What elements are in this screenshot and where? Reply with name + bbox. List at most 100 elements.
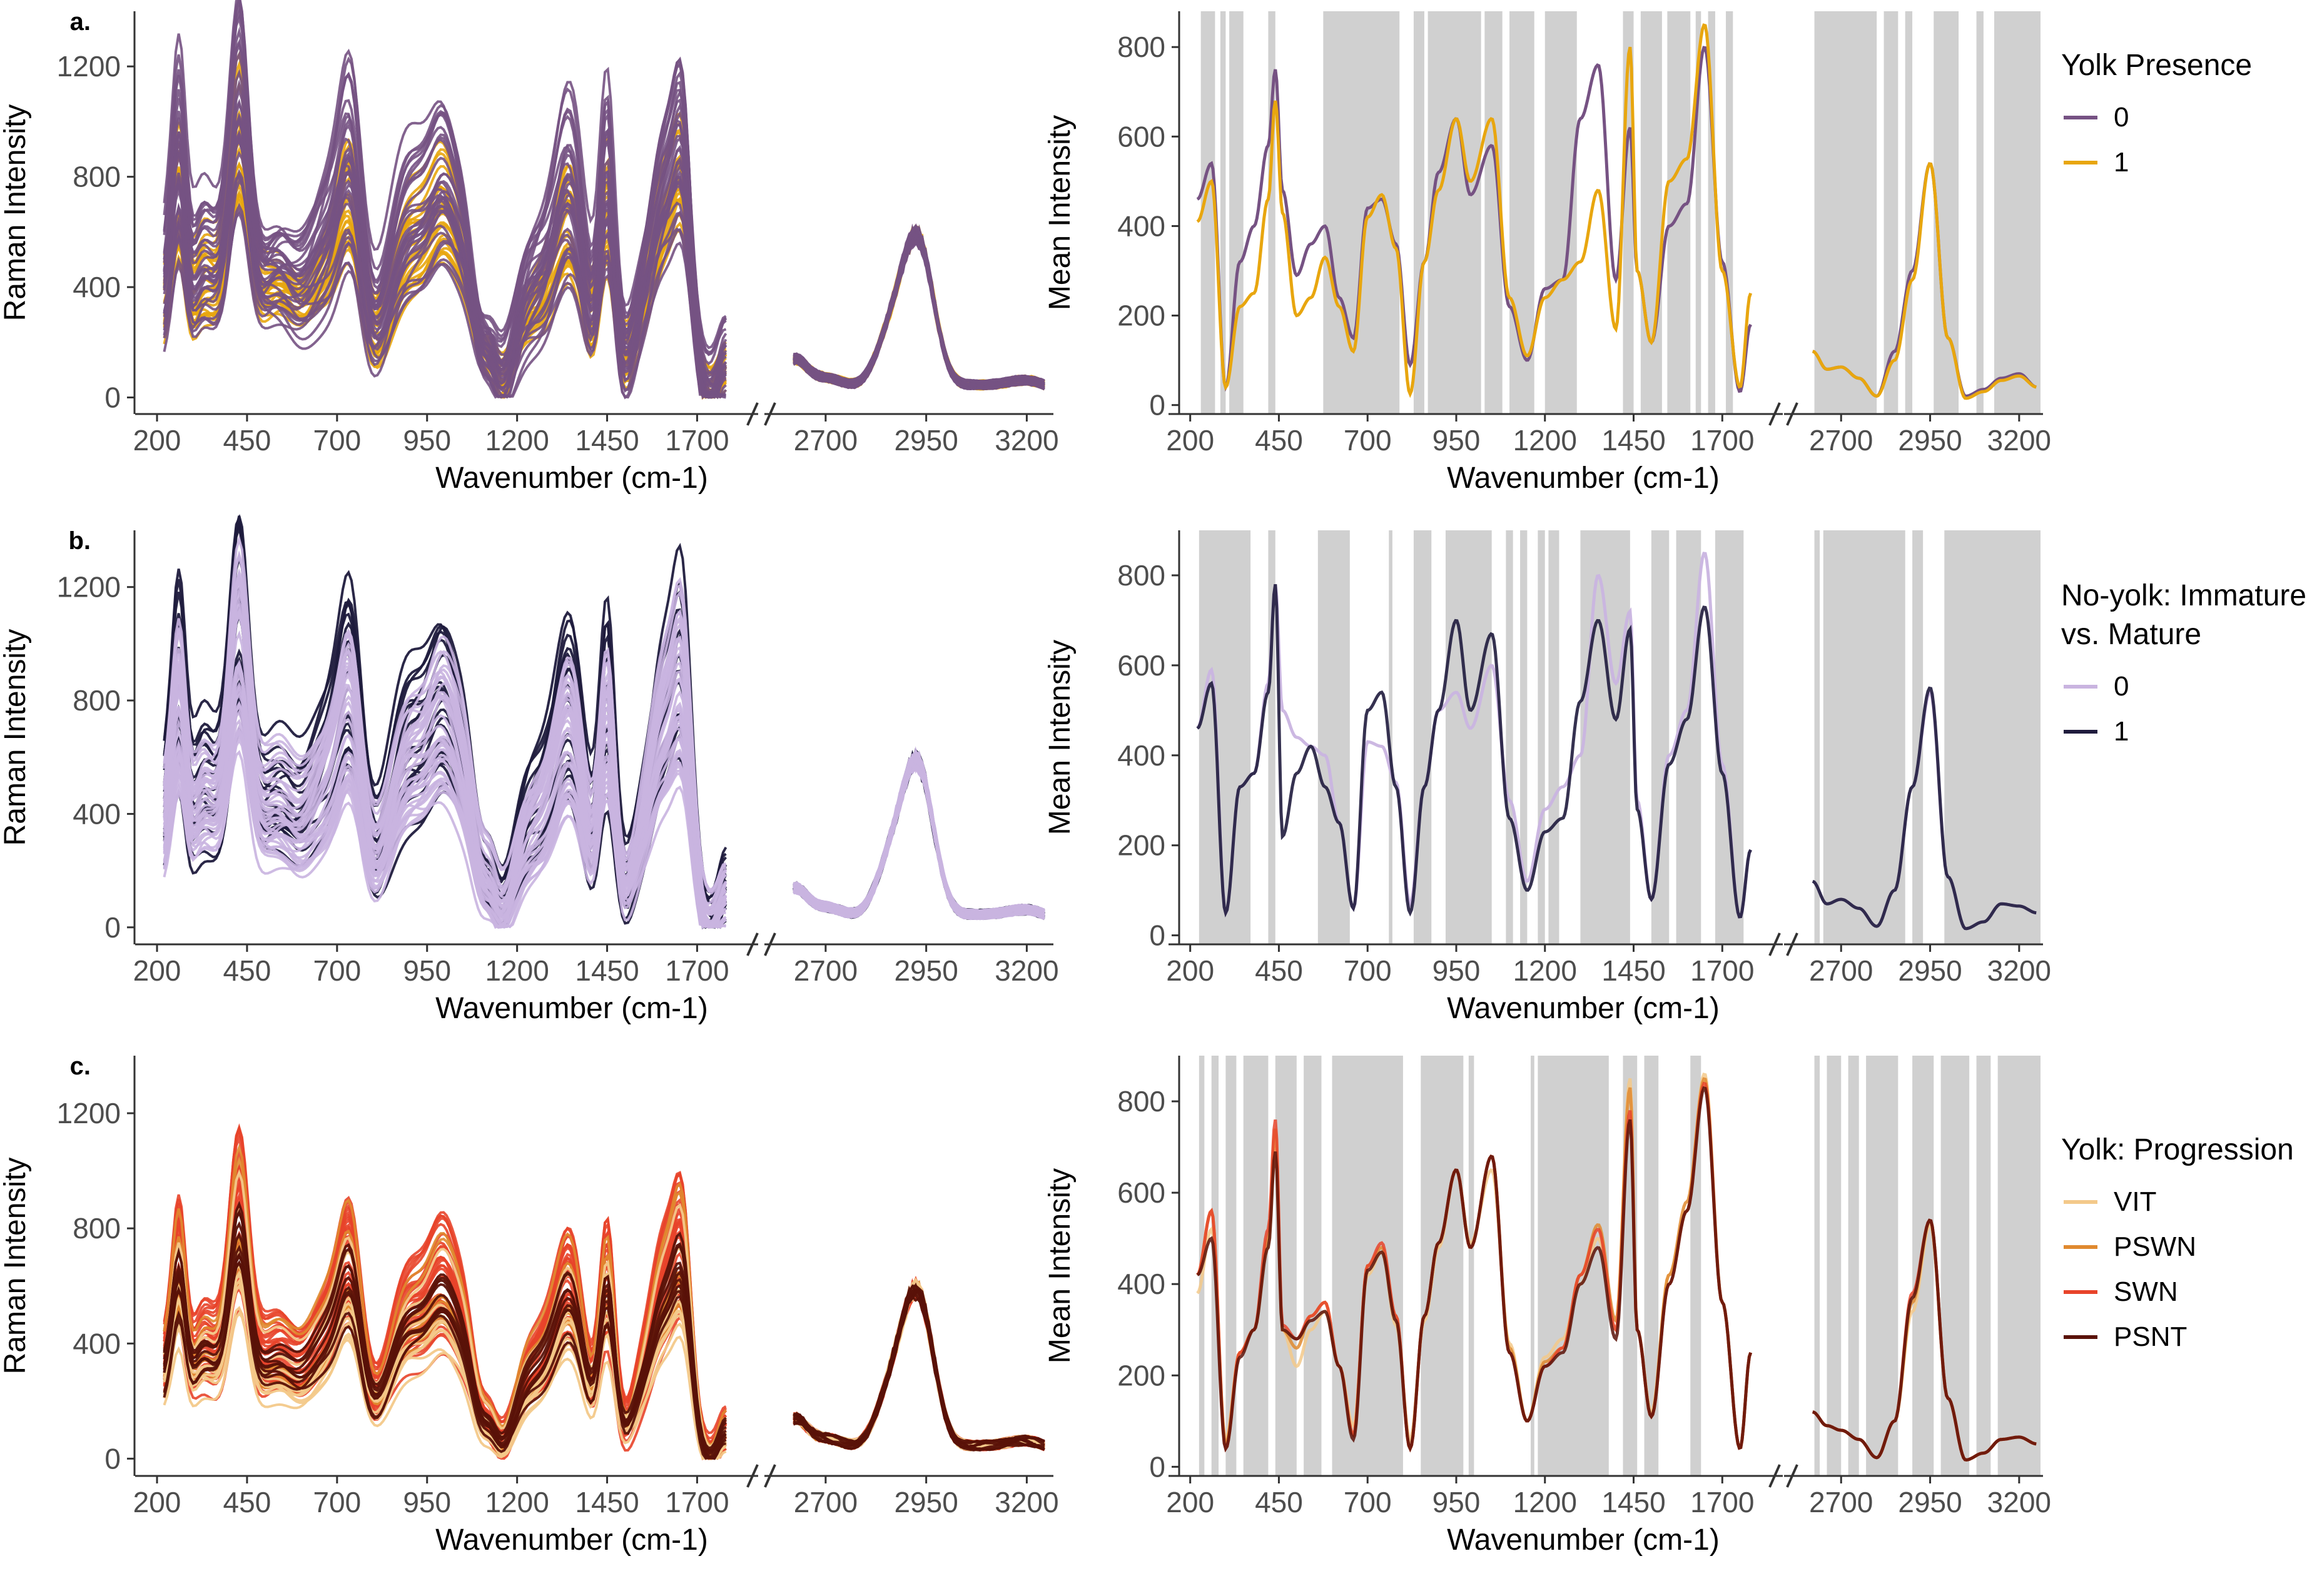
panel-a-left-x-tick-label: 1450: [575, 424, 639, 457]
panel-b-right-y-tick-label: 200: [1117, 829, 1165, 862]
panel-c-right-significance-band: [1225, 1056, 1237, 1476]
panel-a-left-spectrum-0-left: [163, 115, 726, 375]
panel-b-left-spectrum-1-right: [793, 756, 1045, 921]
panel-b-left-y-tick-label: 0: [104, 911, 121, 944]
panel-b-left-spectrum-0-right: [793, 759, 1045, 919]
panel-a-left-spectrum-0-right: [793, 225, 1045, 390]
panel-b-left-x-tick-label: 2700: [794, 954, 858, 987]
panel-b-left-spectrum-0-right: [793, 746, 1045, 921]
panel-c-left-y-tick-label: 1200: [57, 1097, 121, 1129]
panel-b-right-significance-band: [1912, 530, 1924, 944]
panel-b-left-spectrum-0-right: [793, 756, 1045, 919]
panel-b-left-spectrum-0-right: [793, 752, 1045, 920]
panel-a-left-y-tick-label: 800: [73, 161, 121, 193]
panel-b-left-spectrum-1-right: [793, 760, 1045, 919]
panel-b-left-spectrum-0-right: [793, 765, 1045, 917]
panel-a-left-x-tick-label: 950: [403, 424, 451, 457]
panel-a-right-x-tick-label: 2700: [1809, 424, 1873, 457]
panel-a-left: 0 400 800 1200 200 450 700 950 1200 1450 1700 2700 2…: [0, 0, 1059, 495]
panel-b-left-spectrum-0-right: [793, 751, 1045, 921]
panel-a-left-spectrum-1-right: [793, 228, 1045, 390]
panel-b-left-spectrum-0-right: [793, 757, 1045, 920]
panel-c-right-significance-band: [1814, 1056, 1820, 1476]
panel-b-right-x-tick-label: 1700: [1690, 954, 1754, 987]
panel-c-left-spectrum-swn-right: [793, 1282, 1045, 1451]
panel-c-left-spectrum-swn-right: [793, 1285, 1045, 1448]
panel-a-right-x-tick-label: 3200: [1987, 424, 2051, 457]
panel-a-left-spectrum-1-right: [793, 225, 1045, 390]
panel-a-left-axis-break-mark: [746, 402, 759, 426]
panel-b-right-x-tick-label: 950: [1432, 954, 1481, 987]
panel-b-left-spectrum-1-right: [793, 750, 1045, 919]
panel-c-left-spectrum-swn-right: [793, 1281, 1045, 1452]
panel-c-left-spectrum-swn-right: [793, 1294, 1045, 1448]
panel-a-left-x-tick-label: 700: [313, 424, 361, 457]
panel-c-left-spectrum-swn-right: [793, 1285, 1045, 1452]
panel-b-right-significance-band: [1814, 530, 1820, 944]
panel-b-left-spectrum-0-right: [792, 751, 1045, 920]
panel-b-left-x-tick-label: 1700: [665, 954, 729, 987]
panel-b-left-spectrum-0-right: [793, 749, 1045, 920]
panel-a-left-spectrum-0-right: [793, 238, 1045, 387]
panel-b-left-spectrum-0-right: [793, 750, 1045, 920]
panel-a-left-spectrum-1-right: [793, 234, 1045, 390]
panel-a-left-spectrum-0-right: [792, 223, 1045, 390]
panel-a-left-spectrum-0-left: [163, 79, 727, 383]
panel-b-right-y-tick-label: 0: [1149, 919, 1165, 952]
panel-c-left-spectrum-swn-right: [793, 1290, 1045, 1451]
panel-b-left-spectrum-1-right: [793, 759, 1045, 919]
panel-a-right-x-tick-label: 2950: [1898, 424, 1962, 457]
panel-a-left-spectrum-0-right: [793, 234, 1045, 388]
panel-c-left-spectrum-swn-right: [793, 1283, 1045, 1450]
panel-a-left-y-tick-label: 1200: [57, 50, 121, 83]
panel-c-left-spectrum-psnt-right: [793, 1289, 1045, 1451]
panel-c-right-x-tick-label: 1450: [1601, 1486, 1665, 1518]
panel-c-left-spectrum-psnt-left: [163, 1252, 727, 1460]
panel-b-left-spectrum-1-right: [793, 752, 1045, 919]
panel-a-right-y-tick-label: 400: [1117, 210, 1165, 242]
panel-a-left-spectrum-1-right: [793, 231, 1045, 391]
panel-b-left-y-axis-label: Raman Intensity: [0, 629, 32, 846]
panel-a-left-y-axis-label: Raman Intensity: [0, 104, 32, 321]
panel-a-left-spectrum-1-right: [793, 231, 1045, 391]
panel-b-left-spectrum-0-right: [793, 757, 1045, 917]
panel-b-left-x-tick-label: 1200: [485, 954, 549, 987]
panel-a-left-spectrum-0-left: [163, 173, 726, 398]
panel-a-left-x-tick-label: 2700: [794, 424, 858, 457]
panel-b-right-legend-title: vs. Mature: [2061, 618, 2201, 651]
panel-a-left-spectrum-0-right: [793, 233, 1045, 391]
panel-c-left-x-tick-label: 1700: [665, 1486, 729, 1518]
panel-c-left-spectrum-swn-right: [793, 1286, 1045, 1448]
panel-b-left-spectrum-0-right: [793, 757, 1045, 919]
panel-c-right-legend: Yolk: Progression VIT PSWN SWN PSNT: [2061, 1133, 2294, 1352]
panel-b-right-y-tick-label: 800: [1117, 559, 1165, 592]
panel-b-right-x-tick-label: 2700: [1809, 954, 1873, 987]
panel-b-left-x-tick-label: 700: [313, 954, 361, 987]
panel-c-left-spectrum-swn-right: [793, 1283, 1045, 1450]
panel-a-left-spectrum-0-right: [793, 228, 1045, 390]
panel-c-left-spectrum-pswn-right: [793, 1280, 1045, 1451]
panel-c-left-spectrum-swn-right: [793, 1288, 1045, 1451]
panel-c-left-x-tick-label: 3200: [995, 1486, 1058, 1518]
panel-c-right-x-axis-label: Wavenumber (cm-1): [1447, 1523, 1720, 1557]
panel-b-left-spectrum-0-right: [793, 756, 1045, 919]
panel-a-right-x-tick-label: 1700: [1690, 424, 1754, 457]
panel-b-left-spectrum-0-right: [793, 757, 1045, 920]
panel-c-left-y-tick-label: 0: [104, 1442, 121, 1475]
panel-a-right-significance-band: [1268, 11, 1275, 414]
panel-b-left-spectrum-0-right: [793, 754, 1045, 920]
panel-c-right-mean-line-psnt-left: [1196, 1086, 1753, 1453]
panel-a-left-spectrum-0-right: [793, 225, 1045, 390]
panel-c-left-spectrum-pswn-right: [793, 1285, 1045, 1448]
panel-b-right-legend: No-yolk: Immature vs. Mature 0 1: [2061, 579, 2306, 747]
panel-c-left-spectrum-swn-right: [793, 1281, 1045, 1452]
panel-a-right-x-tick-label: 1200: [1513, 424, 1577, 457]
panel-a-left-spectrum-1-right: [793, 225, 1045, 390]
panel-b-left-spectrum-0-left: [163, 603, 728, 926]
panel-b-right-significance-band: [1538, 530, 1545, 944]
panel-c-left-x-tick-label: 950: [403, 1486, 451, 1518]
panel-a-left-plot-area: [163, 0, 1046, 400]
panel-c-left-spectrum-swn-right: [793, 1281, 1045, 1452]
